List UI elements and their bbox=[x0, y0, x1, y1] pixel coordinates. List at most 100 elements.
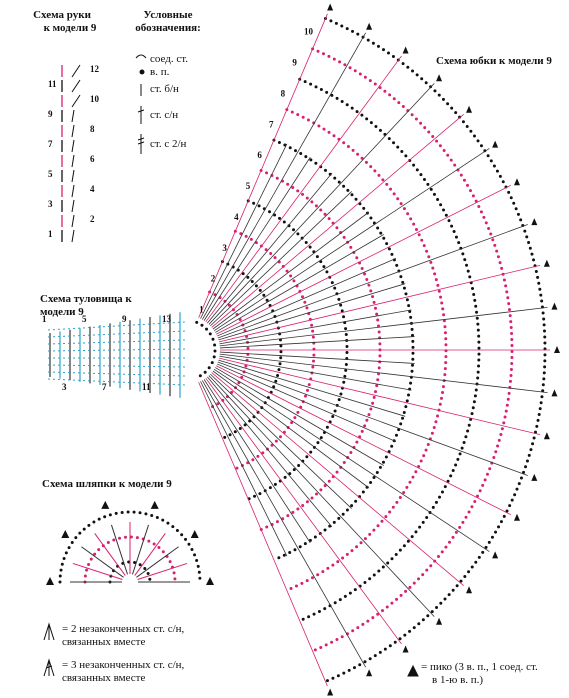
body-row bbox=[47, 339, 186, 345]
picot bbox=[513, 178, 520, 186]
row-number: 1 bbox=[199, 305, 204, 315]
body-row bbox=[47, 364, 186, 368]
row-number: 8 bbox=[281, 88, 286, 98]
legend-item: ст. с 2/н bbox=[150, 138, 187, 150]
row-number: 2 bbox=[90, 214, 95, 224]
row-number: 12 bbox=[90, 64, 100, 74]
body-title: модели 9 bbox=[40, 306, 84, 318]
legend-title: Условные bbox=[144, 9, 193, 21]
picot bbox=[543, 432, 550, 440]
stitch bbox=[219, 309, 412, 345]
stitch bbox=[205, 377, 402, 645]
stitch bbox=[218, 283, 406, 341]
row-number: 6 bbox=[257, 150, 262, 160]
row-number: 13 bbox=[162, 314, 172, 324]
hat-round bbox=[58, 510, 202, 584]
stitch bbox=[218, 359, 406, 417]
stitch bbox=[211, 372, 464, 587]
picot bbox=[327, 3, 334, 11]
round-dots bbox=[195, 320, 217, 380]
round-dots bbox=[298, 77, 481, 623]
stitch bbox=[208, 83, 435, 325]
stitch bbox=[201, 32, 367, 320]
legend-item: в. п. bbox=[150, 66, 170, 78]
row-number: 11 bbox=[48, 79, 57, 89]
arm-stitch bbox=[71, 124, 75, 138]
picot bbox=[551, 389, 558, 397]
picot bbox=[327, 688, 334, 696]
hat-stitch bbox=[110, 524, 129, 575]
arm-stitch bbox=[71, 64, 81, 78]
picot bbox=[366, 669, 373, 677]
stitch bbox=[201, 380, 367, 668]
stitch bbox=[203, 379, 311, 544]
round-dots bbox=[246, 199, 349, 501]
hat-stitch bbox=[137, 562, 188, 581]
note: связанных вместе bbox=[62, 672, 145, 684]
row-number: 3 bbox=[62, 382, 67, 392]
row-number: 4 bbox=[234, 212, 239, 222]
row-number: 7 bbox=[48, 139, 53, 149]
stitch bbox=[211, 113, 464, 328]
round-dots bbox=[220, 260, 283, 440]
stitch bbox=[212, 370, 370, 489]
hat-stitch bbox=[134, 533, 166, 576]
note: связанных вместе bbox=[62, 636, 145, 648]
note: = 3 незаконченных ст. с/н, bbox=[62, 659, 185, 671]
legend-symbols bbox=[43, 54, 419, 677]
stitch bbox=[210, 191, 352, 327]
picot bbox=[492, 551, 499, 559]
legend-title: обозначения: bbox=[135, 22, 201, 34]
stitch bbox=[215, 367, 385, 466]
stitch bbox=[207, 376, 333, 528]
picot bbox=[61, 529, 70, 538]
hat-stitch bbox=[131, 524, 150, 575]
stitch bbox=[219, 355, 412, 391]
picot bbox=[551, 302, 558, 310]
stitch bbox=[207, 172, 333, 324]
body-row bbox=[47, 348, 186, 352]
note: = пико (3 в. п., 1 соед. ст. bbox=[421, 661, 538, 673]
stitch bbox=[219, 306, 548, 347]
picot bbox=[436, 74, 443, 82]
picot bbox=[466, 105, 473, 113]
row-number: 10 bbox=[304, 27, 314, 37]
arm-stitch bbox=[71, 214, 75, 228]
stitch bbox=[210, 373, 352, 509]
row-number: 5 bbox=[246, 181, 251, 191]
stitch bbox=[198, 13, 328, 318]
stitch bbox=[205, 55, 402, 323]
arm-stitch bbox=[71, 139, 75, 153]
body-title: Схема туловища к bbox=[40, 293, 132, 305]
row-number: 1 bbox=[42, 314, 47, 324]
hat-stitch bbox=[81, 546, 124, 578]
picot bbox=[206, 577, 214, 585]
stitch bbox=[218, 264, 541, 343]
picot bbox=[436, 617, 443, 625]
picot bbox=[46, 577, 54, 585]
stitch bbox=[208, 375, 435, 617]
stitch bbox=[218, 357, 541, 436]
hat-stitch bbox=[136, 546, 179, 578]
picot bbox=[531, 218, 538, 226]
picot bbox=[492, 140, 499, 148]
stitch bbox=[213, 148, 490, 332]
arm-stitch bbox=[71, 229, 75, 243]
arm-stitch bbox=[71, 199, 75, 213]
row-number: 11 bbox=[142, 382, 151, 392]
picot bbox=[543, 259, 550, 267]
note: = 2 незаконченных ст. с/н, bbox=[62, 623, 185, 635]
decoration bbox=[46, 3, 560, 696]
skirt-title: Схема юбки к модели 9 bbox=[436, 55, 552, 67]
stitch bbox=[217, 224, 528, 339]
stitch bbox=[200, 381, 288, 557]
stitch bbox=[219, 351, 415, 364]
body-row bbox=[47, 371, 186, 377]
arm-stitch bbox=[71, 154, 75, 168]
row-number: 5 bbox=[82, 314, 87, 324]
arm-stitch bbox=[71, 109, 75, 123]
row-number: 6 bbox=[90, 154, 95, 164]
legend-item: ст. с/н bbox=[150, 109, 178, 121]
arm-stitch bbox=[71, 94, 81, 108]
